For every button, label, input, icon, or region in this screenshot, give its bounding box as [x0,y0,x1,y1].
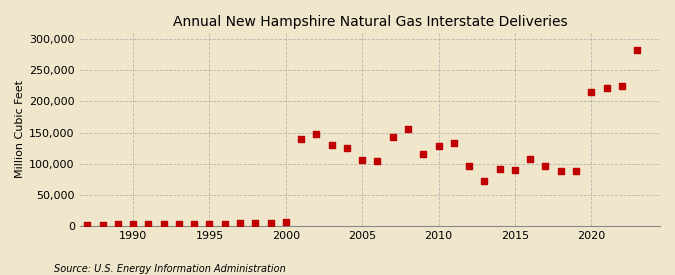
Point [204,221,215,226]
Point [311,131,322,136]
Point [158,222,169,226]
Text: Source: U.S. Energy Information Administration: Source: U.S. Energy Information Administ… [54,264,286,274]
Point [556,169,566,173]
Point [433,144,444,148]
Point [265,221,276,225]
Point [570,169,581,173]
Point [113,222,124,227]
Point [494,166,505,171]
Point [97,222,108,227]
Point [540,163,551,168]
Point [601,86,612,90]
Point [586,90,597,94]
Point [128,222,138,226]
Point [342,146,352,150]
Point [173,222,184,226]
Point [219,221,230,226]
Point [616,84,627,88]
Y-axis label: Million Cubic Feet: Million Cubic Feet [15,80,25,178]
Point [235,221,246,226]
Point [387,135,398,139]
Point [510,168,520,172]
Point [448,141,459,145]
Point [372,158,383,163]
Point [464,163,475,168]
Point [280,220,291,225]
Point [632,48,643,52]
Point [479,179,490,183]
Point [82,223,92,227]
Point [402,127,413,132]
Point [326,143,337,147]
Point [357,158,368,162]
Point [250,221,261,226]
Point [189,222,200,226]
Point [143,221,154,226]
Title: Annual New Hampshire Natural Gas Interstate Deliveries: Annual New Hampshire Natural Gas Interst… [173,15,567,29]
Point [296,137,306,141]
Point [418,152,429,156]
Point [524,156,535,161]
